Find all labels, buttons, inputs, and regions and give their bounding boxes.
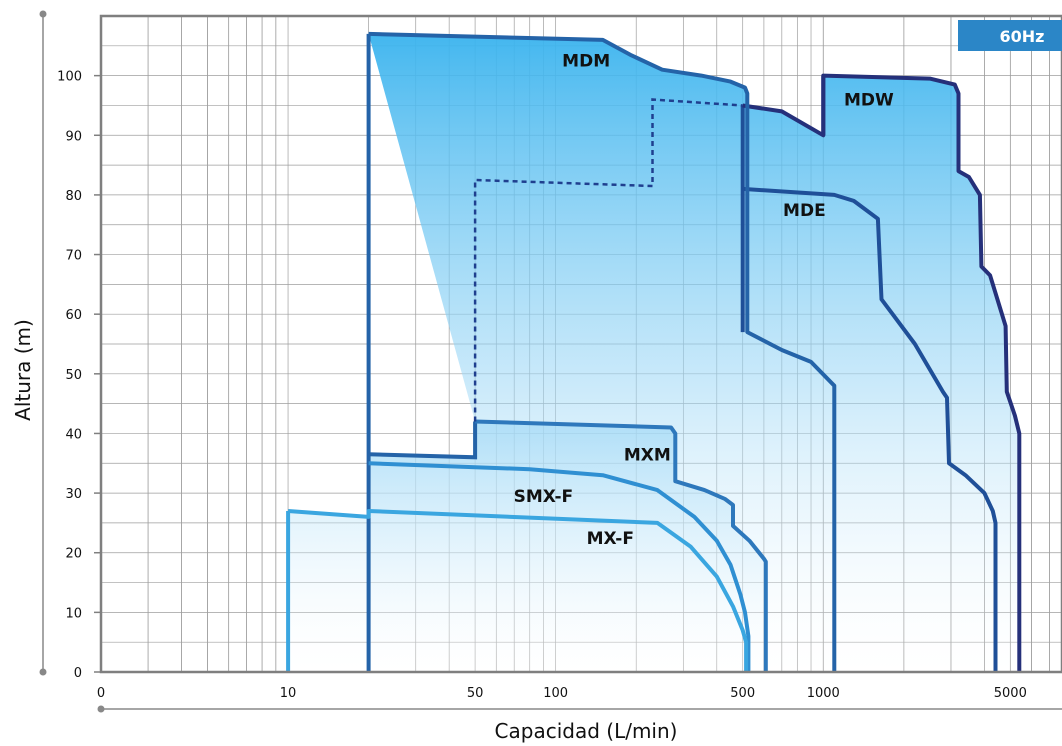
y-tick-label: 20	[65, 547, 82, 562]
x-axis-title: Capacidad (L/min)	[495, 719, 678, 743]
x-tick-label: 1000	[807, 686, 840, 701]
curve-mdm-bottom-edge	[368, 421, 478, 460]
area-fill-small	[288, 421, 766, 672]
series-label-mxm: MXM	[624, 445, 671, 465]
x-tick-label: 10	[280, 686, 297, 701]
y-tick-label: 0	[74, 666, 82, 681]
curve-lines	[286, 31, 1022, 672]
curve-mde	[742, 186, 998, 672]
series-label-mdm: MDM	[562, 52, 610, 72]
plot-frame	[99, 14, 1062, 674]
coverage-areas	[288, 33, 1020, 672]
x-tick-label: 100	[543, 686, 568, 701]
x-tick-label: 50	[467, 686, 484, 701]
y-tick-label: 30	[65, 487, 82, 502]
frequency-badge-label: 60Hz	[1000, 27, 1045, 46]
frequency-badge: 60Hz	[958, 20, 1062, 51]
curve-mdm	[368, 31, 837, 672]
series-label-smx-f: SMX-F	[514, 487, 574, 507]
x-tick-label: 0	[97, 686, 105, 701]
y-tick-label: 100	[57, 70, 82, 85]
curve-mx-f	[287, 509, 749, 672]
tick-labels: 0 10 50 100 500 1000 5000 0 10 20 30 40 50 60 70 80 90 10…	[57, 70, 1027, 701]
series-label-mde: MDE	[783, 201, 826, 221]
y-tick-label: 70	[65, 249, 82, 264]
curve-smx-f	[368, 461, 751, 672]
y-axis-title: Altura (m)	[11, 319, 35, 421]
series-labels: MDM MDW MDE MXM SMX-F MX-F	[514, 52, 894, 549]
x-tick-label: 5000	[994, 686, 1027, 701]
y-tick-label: 50	[65, 368, 82, 383]
y-tick-label: 90	[65, 129, 82, 144]
y-tick-label: 40	[65, 427, 82, 442]
curve-mxm	[475, 419, 768, 672]
series-label-mdw: MDW	[844, 90, 894, 110]
y-tick-label: 80	[65, 189, 82, 204]
curve-mdw	[742, 73, 1022, 672]
dashed-boundary	[473, 98, 743, 422]
axis-decoration	[39, 10, 1062, 713]
plot-border	[99, 14, 1062, 674]
series-label-mx-f: MX-F	[587, 529, 634, 549]
y-tick-label: 60	[65, 308, 82, 323]
x-tick-label: 500	[730, 686, 755, 701]
y-tick-label: 10	[65, 606, 82, 621]
